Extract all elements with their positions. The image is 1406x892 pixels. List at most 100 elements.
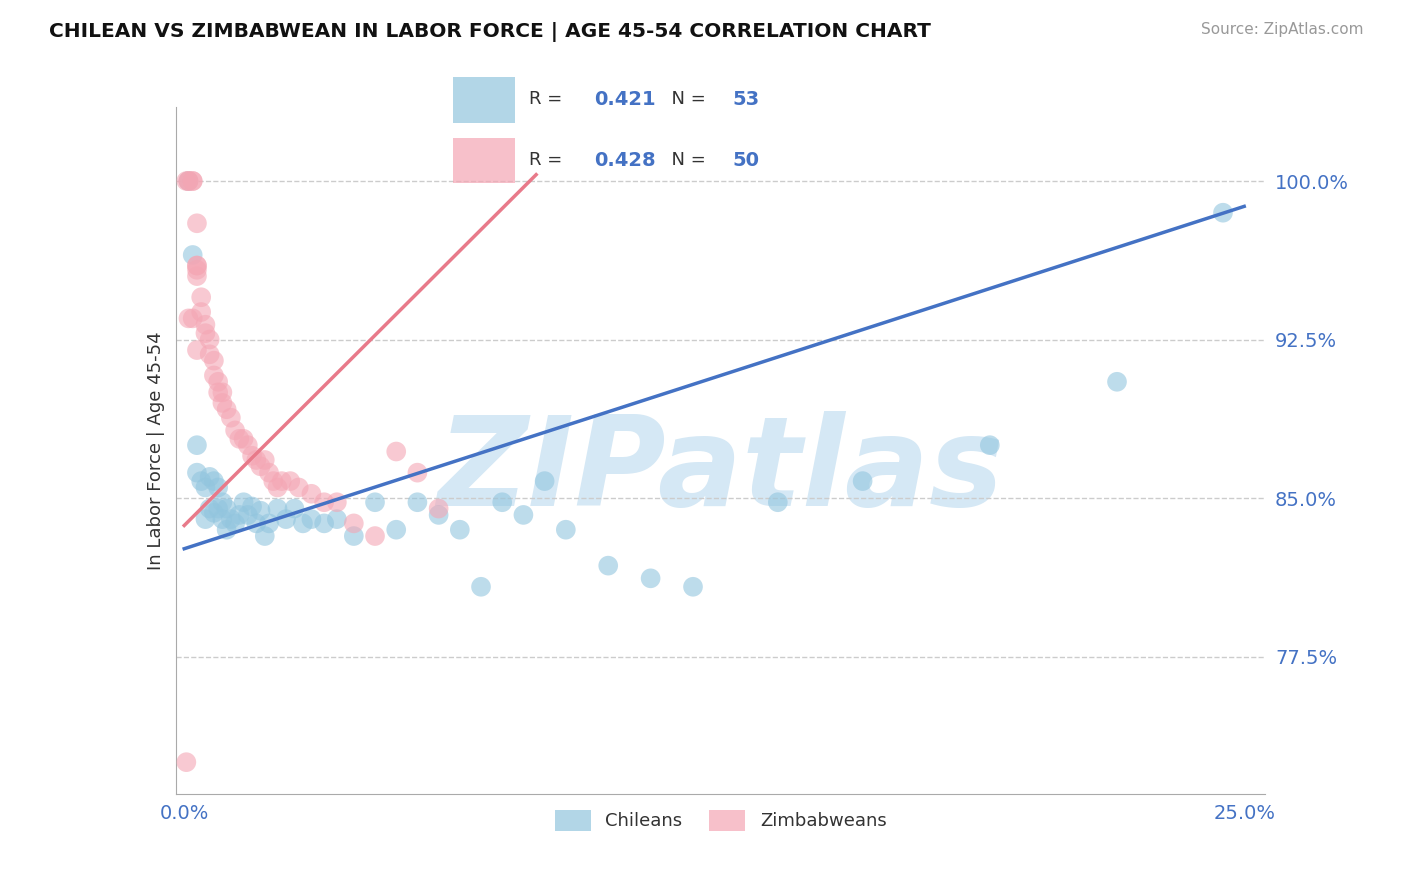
Point xyxy=(186,438,208,452)
Point xyxy=(533,474,555,488)
Point xyxy=(385,444,408,458)
Point xyxy=(449,523,471,537)
Point xyxy=(291,516,314,531)
Point xyxy=(177,174,200,188)
Point xyxy=(202,353,225,368)
Point xyxy=(186,216,208,230)
Y-axis label: In Labor Force | Age 45-54: In Labor Force | Age 45-54 xyxy=(146,331,165,570)
Point xyxy=(406,466,429,480)
Point xyxy=(283,501,305,516)
Point xyxy=(194,512,217,526)
Text: 53: 53 xyxy=(733,90,759,109)
Point xyxy=(245,516,267,531)
Point xyxy=(240,500,263,514)
Point xyxy=(202,368,225,383)
Text: ZIPatlas: ZIPatlas xyxy=(437,410,1004,532)
Point xyxy=(491,495,513,509)
Point xyxy=(682,580,704,594)
Point xyxy=(207,385,229,400)
Point xyxy=(266,501,288,516)
Point xyxy=(278,474,301,488)
Point xyxy=(1105,375,1128,389)
Text: 0.428: 0.428 xyxy=(595,151,657,169)
Point xyxy=(190,474,212,488)
Point xyxy=(270,474,292,488)
Point xyxy=(266,480,288,494)
Point xyxy=(215,523,238,537)
Point xyxy=(249,459,271,474)
Point xyxy=(207,375,229,389)
Point xyxy=(314,495,336,509)
Point xyxy=(186,466,208,480)
Text: 0.421: 0.421 xyxy=(595,90,657,109)
Point xyxy=(224,516,246,531)
Point xyxy=(640,571,662,585)
Point xyxy=(364,495,387,509)
Point xyxy=(211,495,233,509)
Point xyxy=(343,529,366,543)
Point xyxy=(202,474,225,488)
Legend: Chileans, Zimbabweans: Chileans, Zimbabweans xyxy=(546,801,896,839)
Point xyxy=(198,333,221,347)
Point xyxy=(194,480,217,494)
Point xyxy=(190,290,212,304)
Point xyxy=(326,512,349,526)
Point xyxy=(766,495,789,509)
Point xyxy=(215,501,238,516)
Bar xyxy=(453,78,515,122)
Text: R =: R = xyxy=(529,90,568,108)
Point xyxy=(181,174,204,188)
Point xyxy=(186,259,208,273)
Text: R =: R = xyxy=(529,151,568,169)
Point xyxy=(287,480,309,494)
Text: Source: ZipAtlas.com: Source: ZipAtlas.com xyxy=(1201,22,1364,37)
Point xyxy=(364,529,387,543)
Point xyxy=(198,347,221,361)
Point xyxy=(274,512,297,526)
Point xyxy=(232,495,254,509)
Point xyxy=(236,438,259,452)
Point xyxy=(198,470,221,484)
Point xyxy=(202,506,225,520)
Point xyxy=(211,512,233,526)
Point xyxy=(554,523,576,537)
Point xyxy=(262,474,284,488)
Point xyxy=(219,512,242,526)
Point xyxy=(224,423,246,437)
Point xyxy=(207,480,229,494)
Point xyxy=(385,523,408,537)
Point xyxy=(186,343,208,357)
Point xyxy=(177,174,200,188)
Point xyxy=(249,504,271,518)
Point xyxy=(176,174,198,188)
Point xyxy=(253,529,276,543)
Text: 50: 50 xyxy=(733,151,759,169)
Point xyxy=(512,508,534,522)
Point xyxy=(852,474,875,488)
Point xyxy=(232,432,254,446)
Point xyxy=(181,248,204,262)
Point xyxy=(406,495,429,509)
Text: N =: N = xyxy=(659,90,711,108)
Point xyxy=(598,558,620,573)
Point xyxy=(198,501,221,516)
Point xyxy=(181,311,204,326)
Point xyxy=(979,438,1001,452)
Point xyxy=(228,508,250,522)
Point xyxy=(236,508,259,522)
Point xyxy=(194,318,217,332)
Point xyxy=(314,516,336,531)
Point xyxy=(245,453,267,467)
Point xyxy=(299,512,322,526)
Point xyxy=(427,501,450,516)
Point xyxy=(211,385,233,400)
Text: CHILEAN VS ZIMBABWEAN IN LABOR FORCE | AGE 45-54 CORRELATION CHART: CHILEAN VS ZIMBABWEAN IN LABOR FORCE | A… xyxy=(49,22,931,42)
Point xyxy=(194,326,217,341)
Point xyxy=(186,259,208,273)
Point xyxy=(343,516,366,531)
Point xyxy=(190,305,212,319)
Point xyxy=(186,269,208,284)
Point xyxy=(177,311,200,326)
Point xyxy=(219,410,242,425)
Bar xyxy=(453,138,515,184)
